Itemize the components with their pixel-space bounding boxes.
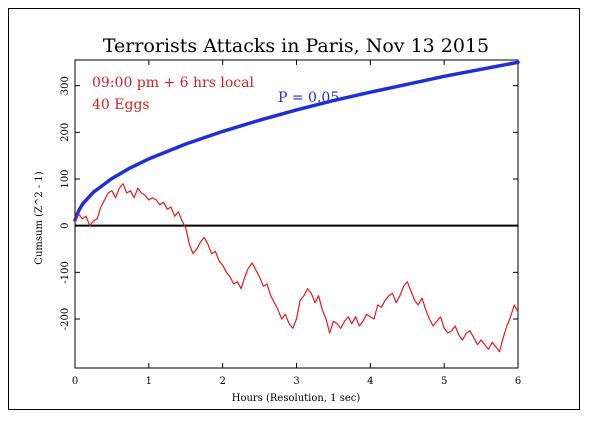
chart-frame [8, 8, 580, 410]
y-tick-label: -200 [60, 308, 71, 330]
y-tick-label: 300 [60, 76, 71, 95]
x-tick-label: 2 [219, 376, 225, 387]
y-tick-label: -100 [60, 261, 71, 283]
cumulative-deviation-line [74, 183, 519, 353]
y-axis: -200 -100 0 100 200 300 [60, 76, 518, 330]
probability-annotation: P = 0.05 [278, 90, 339, 106]
x-axis-label: Hours (Resolution, 1 sec) [232, 393, 361, 404]
y-tick-label: 0 [60, 222, 71, 228]
y-tick-label: 200 [60, 123, 71, 142]
x-tick-label: 0 [72, 376, 78, 387]
time-annotation: 09:00 pm + 6 hrs local [92, 75, 254, 91]
x-tick-label: 1 [146, 376, 152, 387]
x-tick-label: 6 [515, 376, 521, 387]
x-tick-label: 5 [441, 376, 447, 387]
x-tick-label: 3 [293, 376, 299, 387]
x-tick-label: 4 [367, 376, 373, 387]
y-axis-label: Cumsum (Z^2 - 1) [34, 171, 45, 264]
probability-envelope-line [73, 60, 520, 222]
x-axis: 0 1 2 3 4 5 6 [72, 60, 521, 387]
eggs-annotation: 40 Eggs [92, 97, 150, 113]
chart-title: Terrorists Attacks in Paris, Nov 13 2015 [103, 35, 489, 57]
y-tick-label: 100 [60, 169, 71, 188]
